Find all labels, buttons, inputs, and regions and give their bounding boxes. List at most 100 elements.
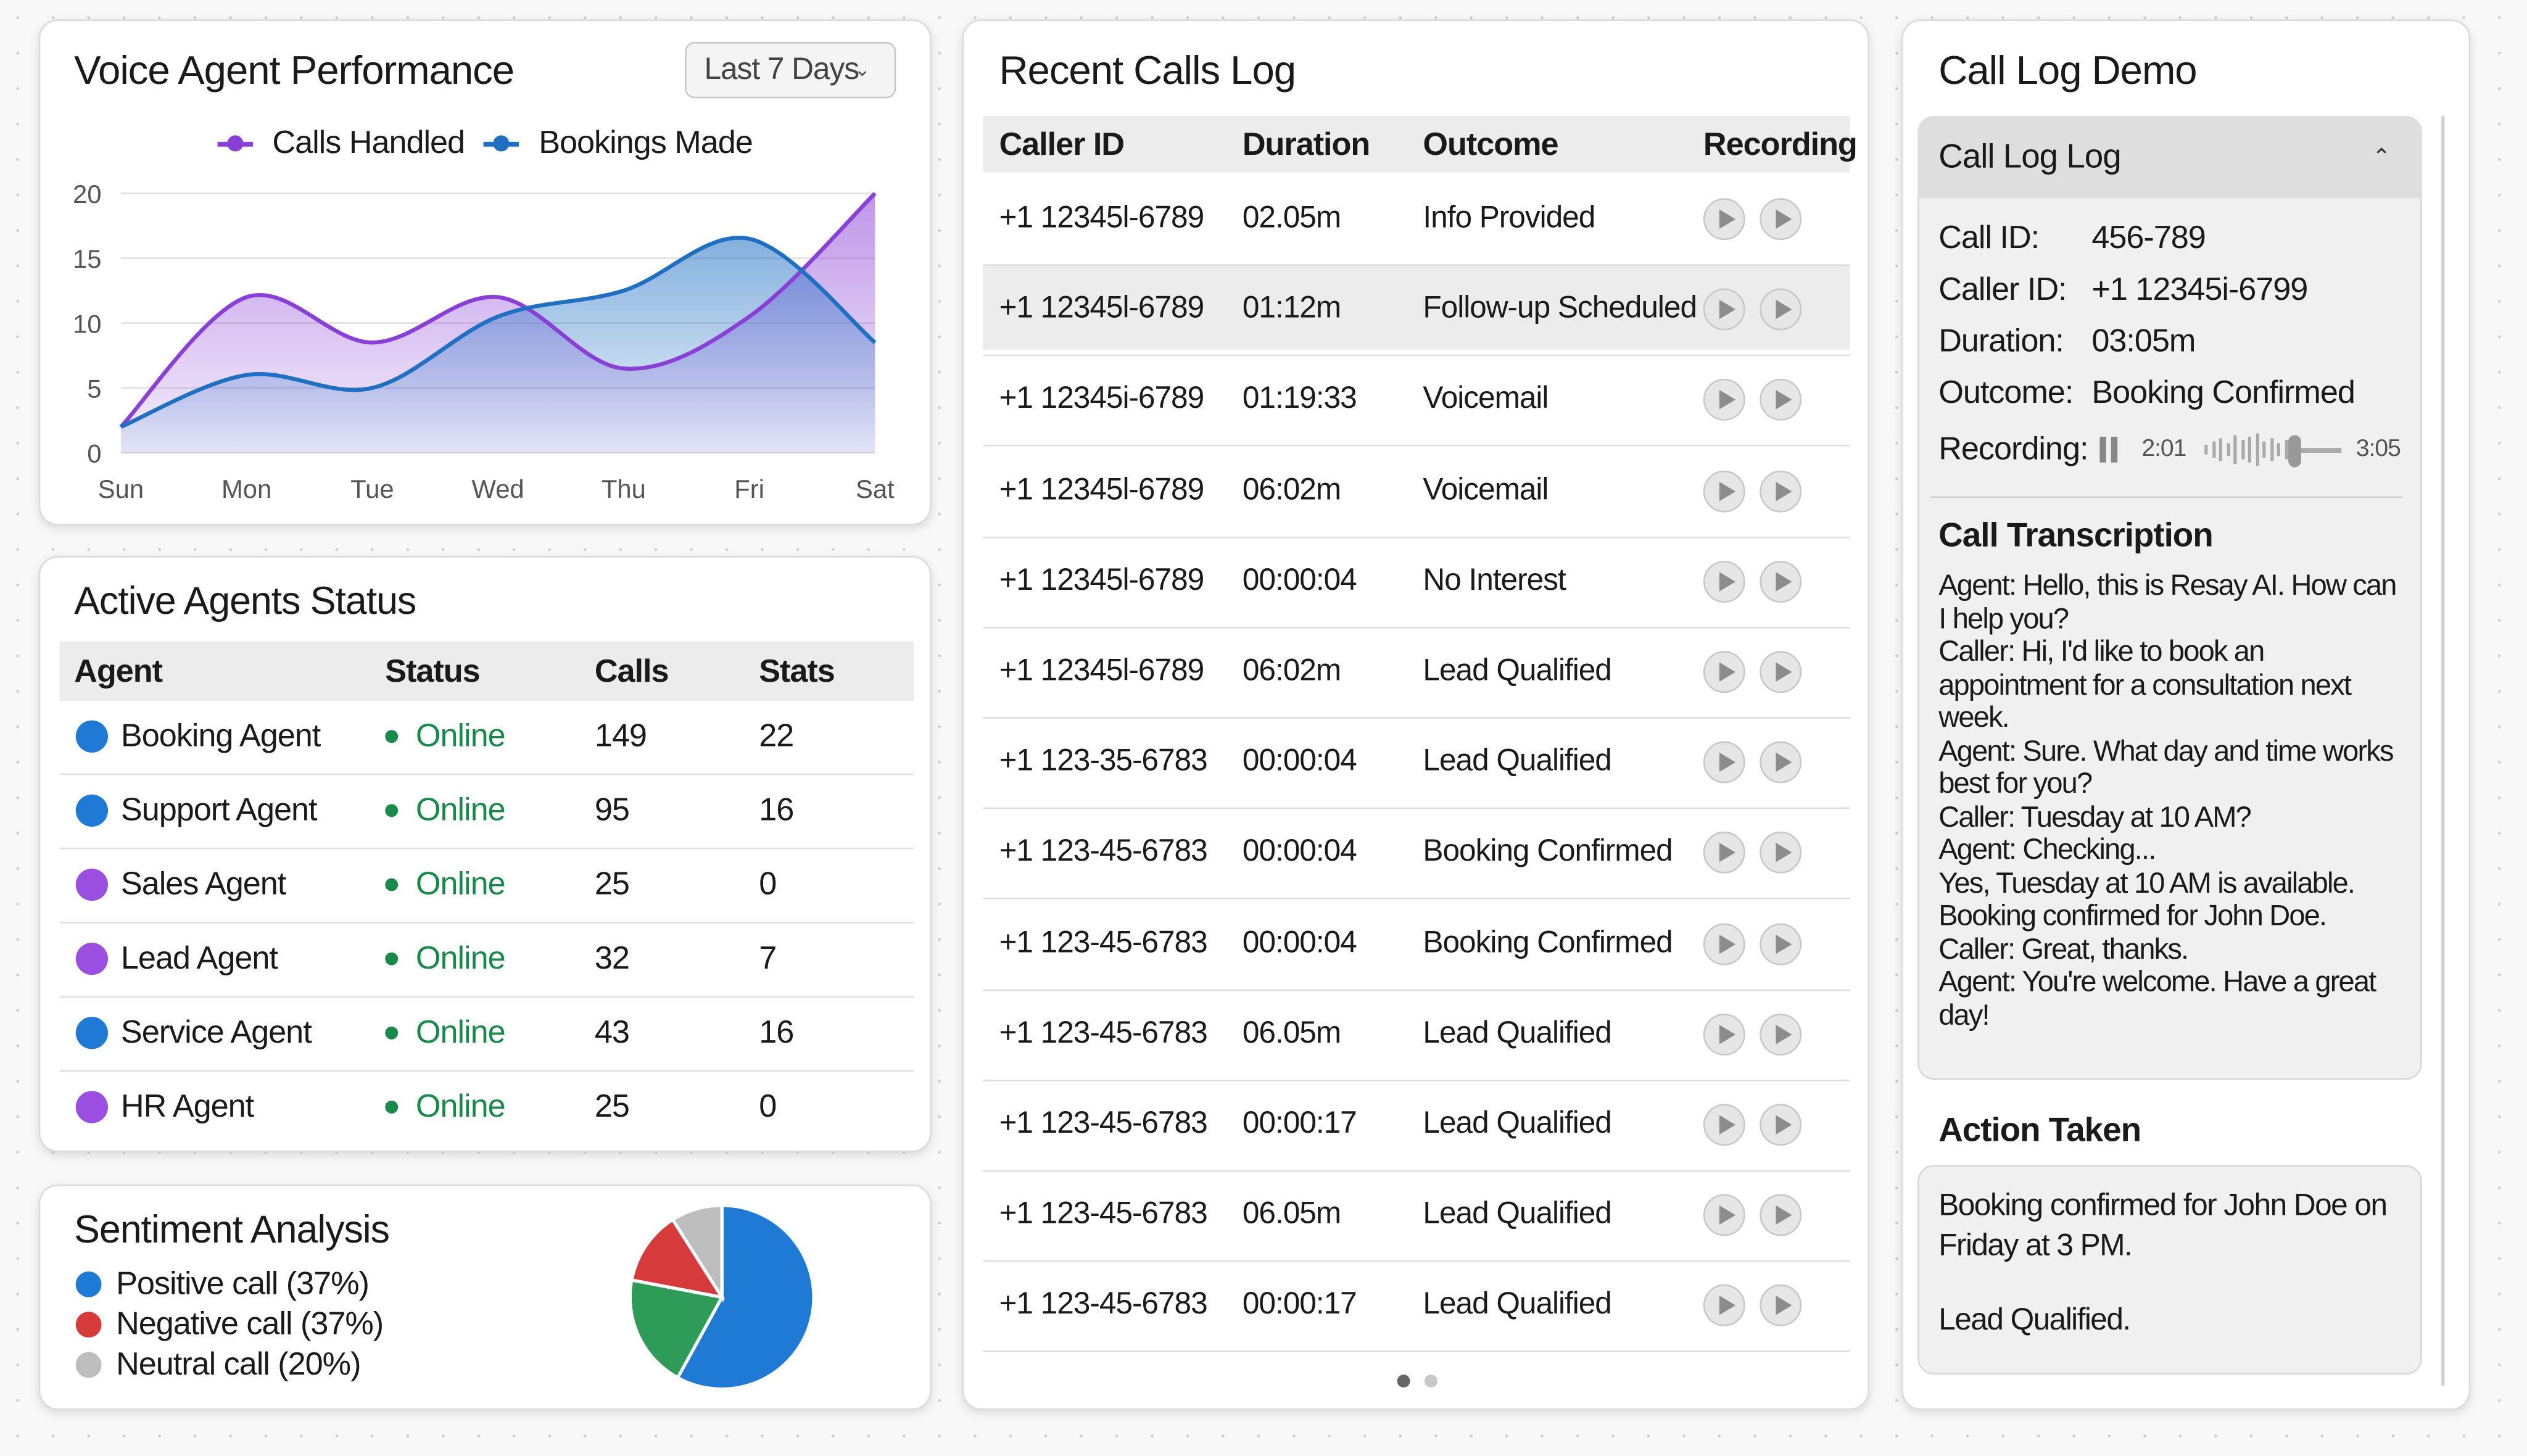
agent-status: Online — [415, 793, 506, 829]
status-dot — [385, 730, 399, 743]
chart-title: Sentiment Analysis — [74, 1209, 390, 1252]
column-header: Agent — [74, 654, 163, 690]
waveform-bar — [2270, 438, 2273, 461]
section-title: Call Log Log — [1938, 138, 2122, 176]
cell: +1 12345i-6789 — [999, 383, 1204, 416]
action-line: Booking confirmed for John Doe on Friday… — [1938, 1189, 2388, 1264]
agent-calls: 32 — [594, 941, 630, 977]
agent-stats: 16 — [759, 793, 794, 829]
play-button[interactable] — [1760, 379, 1802, 421]
cell: Follow-up Scheduled — [1423, 292, 1697, 326]
transcript-line: Agent: Hello, this is Resay AI. How can … — [1938, 569, 2397, 634]
play-icon — [1719, 481, 1736, 501]
recording-total: 3:05 — [2355, 435, 2401, 463]
progress-knob[interactable] — [2288, 435, 2301, 468]
table-header — [983, 116, 1850, 173]
status-dot — [385, 1100, 399, 1114]
agent-calls: 43 — [594, 1015, 630, 1051]
waveform-bar — [2277, 443, 2280, 457]
cell: 00:00:04 — [1242, 835, 1357, 869]
transcript-line: Yes, Tuesday at 10 AM is available. Book… — [1938, 866, 2355, 932]
cell: 00:00:04 — [1242, 745, 1357, 779]
play-icon — [1719, 300, 1736, 320]
row-separator — [983, 626, 1850, 629]
scrollbar[interactable] — [2441, 116, 2445, 1386]
status-dot — [385, 1026, 399, 1040]
transcript-line: Caller: Hi, I'd like to book an appointm… — [1938, 635, 2352, 734]
dropdown-chevron: ⌄ — [854, 58, 870, 81]
cell: No Interest — [1423, 563, 1566, 598]
field-value: 456-789 — [2091, 220, 2206, 257]
play-icon — [1776, 843, 1792, 863]
agent-dot — [75, 794, 109, 827]
column-header: Calls — [594, 654, 669, 690]
play-icon — [1719, 753, 1736, 772]
waveform-bar — [2204, 444, 2208, 455]
row-separator — [983, 808, 1850, 809]
cell: 00:00:17 — [1242, 1107, 1357, 1141]
field-label: Call ID: — [1938, 220, 2040, 257]
play-icon — [1719, 571, 1736, 592]
transcription-title: Call Transcription — [1938, 517, 2214, 555]
cell: Lead Qualified — [1423, 1107, 1611, 1141]
legend-label: Positive call (37%) — [116, 1267, 370, 1302]
agent-dot — [75, 943, 109, 975]
legend: Calls Handled Bookings Made — [39, 119, 932, 167]
agent-status: Online — [415, 941, 506, 977]
calls-title: Recent Calls Log — [999, 48, 1296, 94]
play-icon — [1776, 1206, 1792, 1225]
pause-icon[interactable] — [2099, 436, 2106, 463]
transcript-line: Caller: Great, thanks. — [1938, 932, 2189, 965]
dropdown[interactable] — [685, 41, 896, 99]
row-separator — [983, 1351, 1850, 1353]
agent-dot — [75, 1017, 109, 1049]
play-button[interactable] — [1703, 560, 1745, 603]
status-dot — [385, 804, 399, 817]
column-header: Caller ID — [999, 127, 1125, 163]
play-icon — [1719, 1024, 1736, 1044]
cell: 00:00:17 — [1242, 1288, 1357, 1322]
row-separator — [983, 988, 1850, 991]
cell: 01:19:33 — [1242, 383, 1357, 416]
row-separator — [983, 1079, 1850, 1082]
cell: +1 123-45-6783 — [999, 1197, 1207, 1232]
legend-dot — [75, 1312, 102, 1338]
legend-label: Negative call (37%) — [116, 1307, 384, 1342]
play-icon — [1719, 933, 1736, 954]
cell: 00:00:04 — [1242, 563, 1357, 598]
cell: +1 12345l-6789 — [999, 563, 1204, 598]
action-box — [1917, 1165, 2422, 1375]
waveform-bar — [2248, 436, 2251, 463]
play-button[interactable] — [1760, 1194, 1802, 1236]
pager-dot[interactable] — [1425, 1375, 1437, 1388]
agent-name: Service Agent — [120, 1015, 312, 1051]
status-dot — [385, 952, 399, 966]
cell: +1 123-45-6783 — [999, 925, 1207, 960]
waveform-bar — [2262, 441, 2266, 458]
agent-dot — [75, 1091, 109, 1123]
agent-calls: 25 — [594, 867, 630, 903]
play-icon — [1719, 662, 1736, 682]
waveform-bar — [2284, 440, 2288, 460]
action-line: Lead Qualified. — [1938, 1304, 2131, 1338]
pager-dot[interactable] — [1397, 1375, 1410, 1388]
play-icon — [1776, 209, 1792, 229]
agent-stats: 16 — [759, 1015, 794, 1051]
agent-stats: 0 — [759, 1089, 777, 1125]
play-button[interactable] — [1703, 198, 1745, 241]
field-value: Booking Confirmed — [2091, 375, 2355, 412]
action-text: Booking confirmed for John Doe on Friday… — [1938, 1186, 2405, 1341]
play-icon — [1776, 933, 1792, 954]
status-dot — [385, 878, 399, 891]
cell: +1 123-45-6783 — [999, 1107, 1207, 1141]
cell: 00:00:04 — [1242, 925, 1357, 960]
agent-name: Lead Agent — [120, 941, 278, 977]
waveform-bar — [2211, 441, 2215, 458]
row-separator — [59, 847, 914, 850]
play-icon — [1719, 843, 1736, 863]
collapse-icon: ⌃ — [2372, 143, 2391, 170]
panel — [962, 19, 1869, 1410]
agent-name: Booking Agent — [120, 718, 321, 755]
play-icon — [1719, 1206, 1736, 1225]
